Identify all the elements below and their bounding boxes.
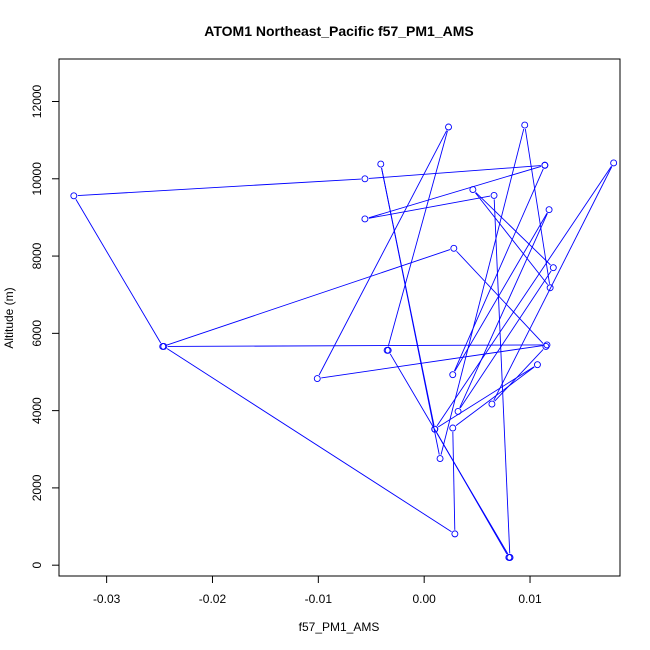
data-point: [454, 407, 462, 415]
data-point: [546, 284, 554, 292]
data-point: [542, 343, 550, 350]
y-tick-label: 10000: [30, 162, 44, 196]
data-point: [449, 424, 457, 432]
data-point: [431, 425, 439, 433]
series-segment: [166, 249, 451, 346]
data-point: [313, 375, 321, 383]
series-segment: [475, 192, 551, 266]
y-tick-label: 0: [30, 562, 44, 569]
series-segment: [166, 348, 452, 533]
data-point: [488, 400, 496, 408]
series-segment: [455, 366, 535, 426]
data-point: [541, 161, 549, 169]
data-point: [450, 244, 458, 252]
x-tick-label: -0.01: [305, 592, 333, 606]
series-segment: [389, 353, 509, 555]
data-point: [449, 371, 457, 379]
series-segment: [381, 167, 440, 455]
data-point: [361, 175, 369, 183]
data-point: [490, 191, 498, 199]
data-point: [545, 206, 553, 214]
data-point: [361, 215, 369, 223]
series-segment: [452, 431, 456, 530]
y-axis-label: Altitude (m): [2, 287, 16, 348]
series-segment: [75, 199, 162, 344]
data-point: [469, 186, 477, 194]
data-point: [70, 192, 78, 200]
series-segment: [368, 165, 541, 179]
series-segment: [77, 178, 361, 197]
data-point: [445, 123, 452, 131]
series-segment: [453, 168, 544, 372]
x-tick-label: 0.00: [412, 592, 436, 606]
series-segment: [368, 165, 542, 219]
x-axis-label: f57_PM1_AMS: [299, 620, 380, 634]
data-point: [506, 554, 514, 561]
series-segment: [368, 195, 491, 219]
data-point: [521, 121, 529, 129]
data-point: [543, 341, 551, 349]
series-segment: [437, 366, 535, 428]
data-point: [436, 455, 444, 462]
x-axis: -0.03 -0.02 -0.01 0.00 0.01: [93, 575, 542, 606]
data-point: [549, 264, 557, 272]
series-segment: [494, 349, 544, 402]
data-point: [377, 160, 385, 168]
y-tick-label: 8000: [30, 242, 44, 269]
data-point: [610, 159, 618, 167]
y-tick-label: 2000: [30, 474, 44, 501]
series-segment: [321, 345, 544, 379]
x-tick-label: 0.01: [518, 592, 542, 606]
data-point: [533, 361, 541, 369]
chart-title: ATOM1 Northeast_Pacific f57_PM1_AMS: [204, 23, 473, 39]
y-axis: 0 2000 4000 6000 8000 10000 12000: [30, 84, 60, 569]
data-point: [383, 346, 391, 354]
y-tick-label: 6000: [30, 320, 44, 347]
y-tick-label: 4000: [30, 397, 44, 424]
series-segment: [318, 130, 448, 376]
series-segment: [167, 344, 543, 347]
series-segment: [387, 130, 448, 347]
series-points: [70, 121, 618, 561]
series-segment: [493, 199, 511, 554]
series-segment: [456, 250, 544, 344]
series-segment: [459, 270, 552, 409]
series-segment: [436, 166, 612, 427]
x-tick-label: -0.03: [93, 592, 121, 606]
data-point: [159, 343, 167, 350]
y-tick-label: 12000: [30, 84, 44, 118]
series-segment: [440, 128, 525, 455]
data-point: [451, 530, 459, 538]
series-segment: [524, 128, 550, 284]
series-segment: [459, 213, 548, 408]
series-segment: [493, 166, 613, 401]
series-segment: [474, 192, 549, 285]
series-line: [75, 128, 613, 555]
x-tick-label: -0.02: [199, 592, 227, 606]
